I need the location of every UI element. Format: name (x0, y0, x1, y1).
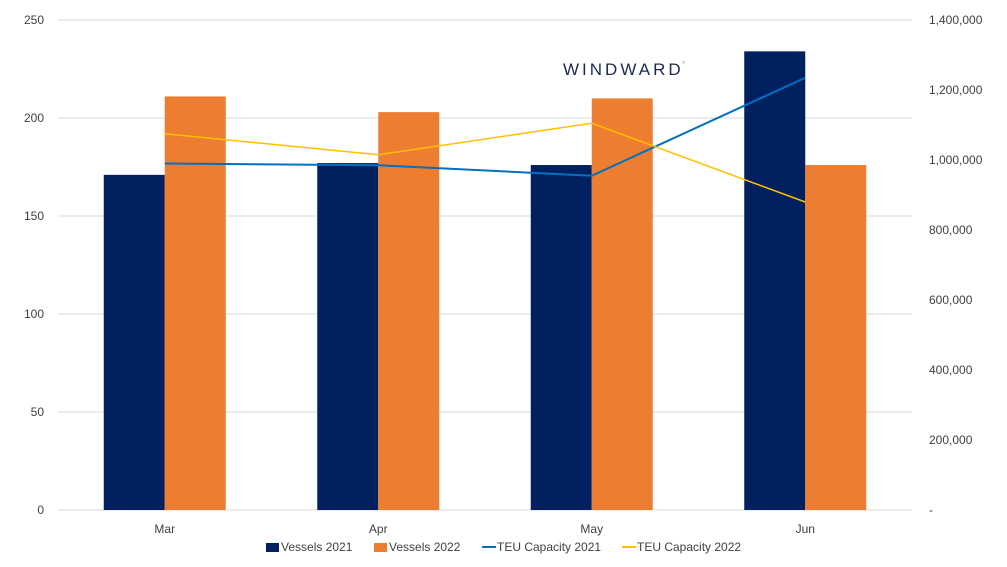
category-label: May (580, 522, 603, 536)
left-tick-label: 150 (24, 209, 44, 223)
right-tick-label: 600,000 (929, 293, 973, 307)
right-tick-label: 800,000 (929, 223, 973, 237)
legend-swatch-vessels-2022 (374, 543, 387, 552)
right-axis: - 200,000 400,000 600,000 800,000 1,000,000 1,… (929, 13, 983, 517)
left-tick-label: 200 (24, 111, 44, 125)
right-tick-label: 200,000 (929, 433, 973, 447)
category-label: Apr (369, 522, 388, 536)
category-axis: Mar Apr May Jun (154, 522, 815, 536)
bar-vessels-2022 (378, 112, 440, 511)
right-tick-label: - (929, 503, 933, 517)
bar-vessels-2021 (103, 174, 165, 510)
legend-label-teu-capacity-2021: TEU Capacity 2021 (497, 540, 601, 554)
left-tick-label: 50 (31, 405, 45, 419)
lines (164, 76, 806, 203)
bar-vessels-2022 (591, 98, 653, 511)
right-tick-label: 1,400,000 (929, 13, 983, 27)
left-tick-label: 100 (24, 307, 44, 321)
legend-label-vessels-2022: Vessels 2022 (389, 540, 461, 554)
watermark: WINDWARD ° (563, 60, 685, 79)
watermark-text: WINDWARD (563, 60, 684, 79)
bars (103, 51, 867, 511)
legend-label-vessels-2021: Vessels 2021 (281, 540, 353, 554)
left-tick-label: 250 (24, 13, 44, 27)
right-tick-label: 400,000 (929, 363, 973, 377)
left-tick-label: 0 (37, 503, 44, 517)
bar-vessels-2021 (744, 51, 806, 511)
category-label: Jun (796, 522, 815, 536)
line-teu-capacity-2022 (164, 122, 806, 203)
bar-vessels-2021 (317, 163, 379, 510)
bar-vessels-2022 (164, 96, 226, 510)
right-tick-label: 1,200,000 (929, 83, 983, 97)
bar-vessels-2022 (805, 165, 867, 511)
legend-label-teu-capacity-2022: TEU Capacity 2022 (637, 540, 741, 554)
category-label: Mar (154, 522, 175, 536)
legend-swatch-vessels-2021 (266, 543, 279, 552)
bar-vessels-2021 (530, 165, 592, 511)
watermark-mark: ° (682, 60, 685, 69)
right-tick-label: 1,000,000 (929, 153, 983, 167)
line-teu-capacity-2021 (164, 76, 806, 177)
legend: Vessels 2021 Vessels 2022 TEU Capacity 202… (266, 540, 741, 554)
left-axis: 0 50 100 150 200 250 (24, 13, 44, 517)
